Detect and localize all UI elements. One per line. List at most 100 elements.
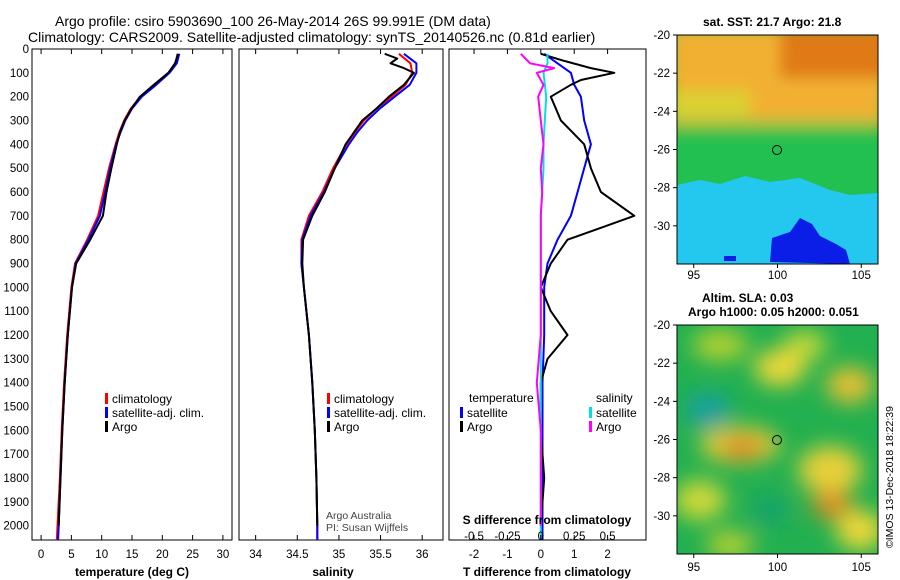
sla-map-subtitle: Argo h1000: 0.05 h2000: 0.051 xyxy=(688,305,859,319)
temperature-legend: climatology satellite-adj. clim. Argo xyxy=(105,392,204,434)
sla-eddy xyxy=(812,491,852,519)
sst-map-panel: sat. SST: 21.7 Argo: 21.8 95 100 105 -20 -22… xyxy=(653,15,879,282)
salinity-panel: 34 34.5 35 35.5 36 salinity climatology sate… xyxy=(238,48,444,579)
x-tick-label: 35 xyxy=(333,549,346,561)
legend-temperature-title: temperature xyxy=(469,391,534,405)
depth-tick-label: 600 xyxy=(10,187,29,199)
s-tick-label: 0.25 xyxy=(563,531,585,543)
legend-satellite-swatch xyxy=(327,407,330,418)
legend-t-argo: Argo xyxy=(467,420,493,434)
x-tick-label: 25 xyxy=(186,549,199,561)
salinity-legend: climatology satellite-adj. clim. Argo xyxy=(327,392,426,434)
depth-tick-label: 1400 xyxy=(3,378,29,390)
depth-tick-labels: 0 100 200 300 400 500 600 700 800 900 1000 1100 1200… xyxy=(3,44,646,533)
credit-argo-australia: Argo Australia xyxy=(326,510,392,522)
legend-s-satellite: satellite xyxy=(596,406,637,420)
depth-tick-label: 300 xyxy=(10,116,29,128)
map-y-tick-label: -22 xyxy=(653,68,670,80)
legend-t-satellite-swatch xyxy=(460,407,463,418)
depth-tick-label: 400 xyxy=(10,139,29,151)
sla-map-title: Altim. SLA: 0.03 xyxy=(702,291,794,305)
s-tick-label: 0.5 xyxy=(600,531,616,543)
x-tick-label: 1 xyxy=(571,549,577,561)
x-tick-label: 34 xyxy=(249,549,262,561)
x-tick-label: 30 xyxy=(217,549,230,561)
legend-climatology: climatology xyxy=(112,392,172,406)
legend-satellite: satellite-adj. clim. xyxy=(334,406,426,420)
map-x-tick-label: 105 xyxy=(852,270,871,282)
sla-eddy xyxy=(677,480,726,520)
sst-blue-fleck xyxy=(724,256,736,261)
salinity-x-label: salinity xyxy=(312,565,354,579)
sla-eddy-field xyxy=(677,329,878,554)
series-t-satellite xyxy=(541,52,592,540)
map-y-tick-label: -22 xyxy=(653,358,670,370)
legend-argo: Argo xyxy=(112,420,138,434)
depth-tick-label: 1700 xyxy=(3,449,29,461)
x-tick-label: -2 xyxy=(469,549,479,561)
sst-map-ticks: 95 100 105 -20 -22 -24 -26 -28 -30 xyxy=(653,30,870,282)
sla-eddy xyxy=(798,446,862,494)
depth-tick-label: 800 xyxy=(10,235,29,247)
difference-panel: -2 -1 0 1 2 -0.5 -0.25 0 0.25 0.5 S difference f… xyxy=(448,48,647,579)
depth-tick-label: 1300 xyxy=(3,354,29,366)
sst-orange-patch xyxy=(780,35,878,78)
difference-s-ticks: -0.5 -0.25 0 0.25 0.5 xyxy=(464,531,615,543)
map-y-tick-label: -24 xyxy=(653,106,670,118)
map-y-tick-label: -30 xyxy=(653,511,670,523)
salinity-x-ticks: 34 34.5 35 35.5 36 xyxy=(249,49,429,561)
legend-satellite-swatch xyxy=(105,407,108,418)
sla-eddy xyxy=(706,531,754,554)
x-tick-label: 15 xyxy=(126,549,139,561)
t-difference-label: T difference from climatology xyxy=(463,565,631,579)
map-x-tick-label: 100 xyxy=(768,562,787,574)
depth-tick-label: 1800 xyxy=(3,473,29,485)
sst-gradient-field xyxy=(677,35,878,132)
s-tick-label: -0.25 xyxy=(494,531,520,543)
imos-credit: ©IMOS 13-Dec-2018 18:22:39 xyxy=(884,406,896,548)
credit-pi: PI: Susan Wijffels xyxy=(326,522,408,534)
series-argo xyxy=(301,52,415,526)
sla-eddy xyxy=(826,367,874,403)
legend-argo-swatch xyxy=(327,421,330,432)
legend-t-satellite: satellite xyxy=(467,406,508,420)
depth-tick-label: 1200 xyxy=(3,330,29,342)
sla-eddy xyxy=(754,350,806,386)
title-line-1: Argo profile: csiro 5903690_100 26-May-2… xyxy=(55,13,491,29)
map-y-tick-label: -28 xyxy=(653,183,670,195)
legend-argo-swatch xyxy=(105,421,108,432)
x-tick-label: 0 xyxy=(538,549,544,561)
s-tick-label: -0.5 xyxy=(464,531,484,543)
map-y-tick-label: -24 xyxy=(653,396,670,408)
map-x-tick-label: 100 xyxy=(768,270,787,282)
legend-argo: Argo xyxy=(334,420,360,434)
temperature-lines xyxy=(55,53,181,540)
legend-climatology: climatology xyxy=(334,392,394,406)
difference-plot-frame xyxy=(448,48,647,541)
map-y-tick-label: -30 xyxy=(653,221,670,233)
series-s-argo xyxy=(520,53,556,526)
x-tick-label: 34.5 xyxy=(286,549,308,561)
depth-tick-label: 2000 xyxy=(3,521,29,533)
s-difference-label: S difference from climatology xyxy=(463,513,632,527)
sst-olive-patch xyxy=(677,118,878,132)
x-tick-label: 20 xyxy=(156,549,169,561)
sst-blue-region xyxy=(770,218,850,264)
legend-s-satellite-swatch xyxy=(589,407,592,418)
depth-tick-label: 900 xyxy=(10,259,29,271)
legend-s-argo-swatch xyxy=(589,421,592,432)
sla-eddy xyxy=(692,329,748,361)
legend-t-argo-swatch xyxy=(460,421,463,432)
legend-satellite: satellite-adj. clim. xyxy=(112,406,204,420)
x-tick-label: 0 xyxy=(38,549,44,561)
map-x-tick-label: 105 xyxy=(852,562,871,574)
depth-tick-label: 1900 xyxy=(3,497,29,509)
sla-eddy xyxy=(752,496,788,524)
depth-tick-label: 1500 xyxy=(3,402,29,414)
depth-tick-label: 700 xyxy=(10,211,29,223)
x-tick-label: 35.5 xyxy=(369,549,391,561)
s-tick-label: 0 xyxy=(538,531,544,543)
depth-tick-label: 0 xyxy=(23,44,29,56)
legend-climatology-swatch xyxy=(105,393,108,404)
